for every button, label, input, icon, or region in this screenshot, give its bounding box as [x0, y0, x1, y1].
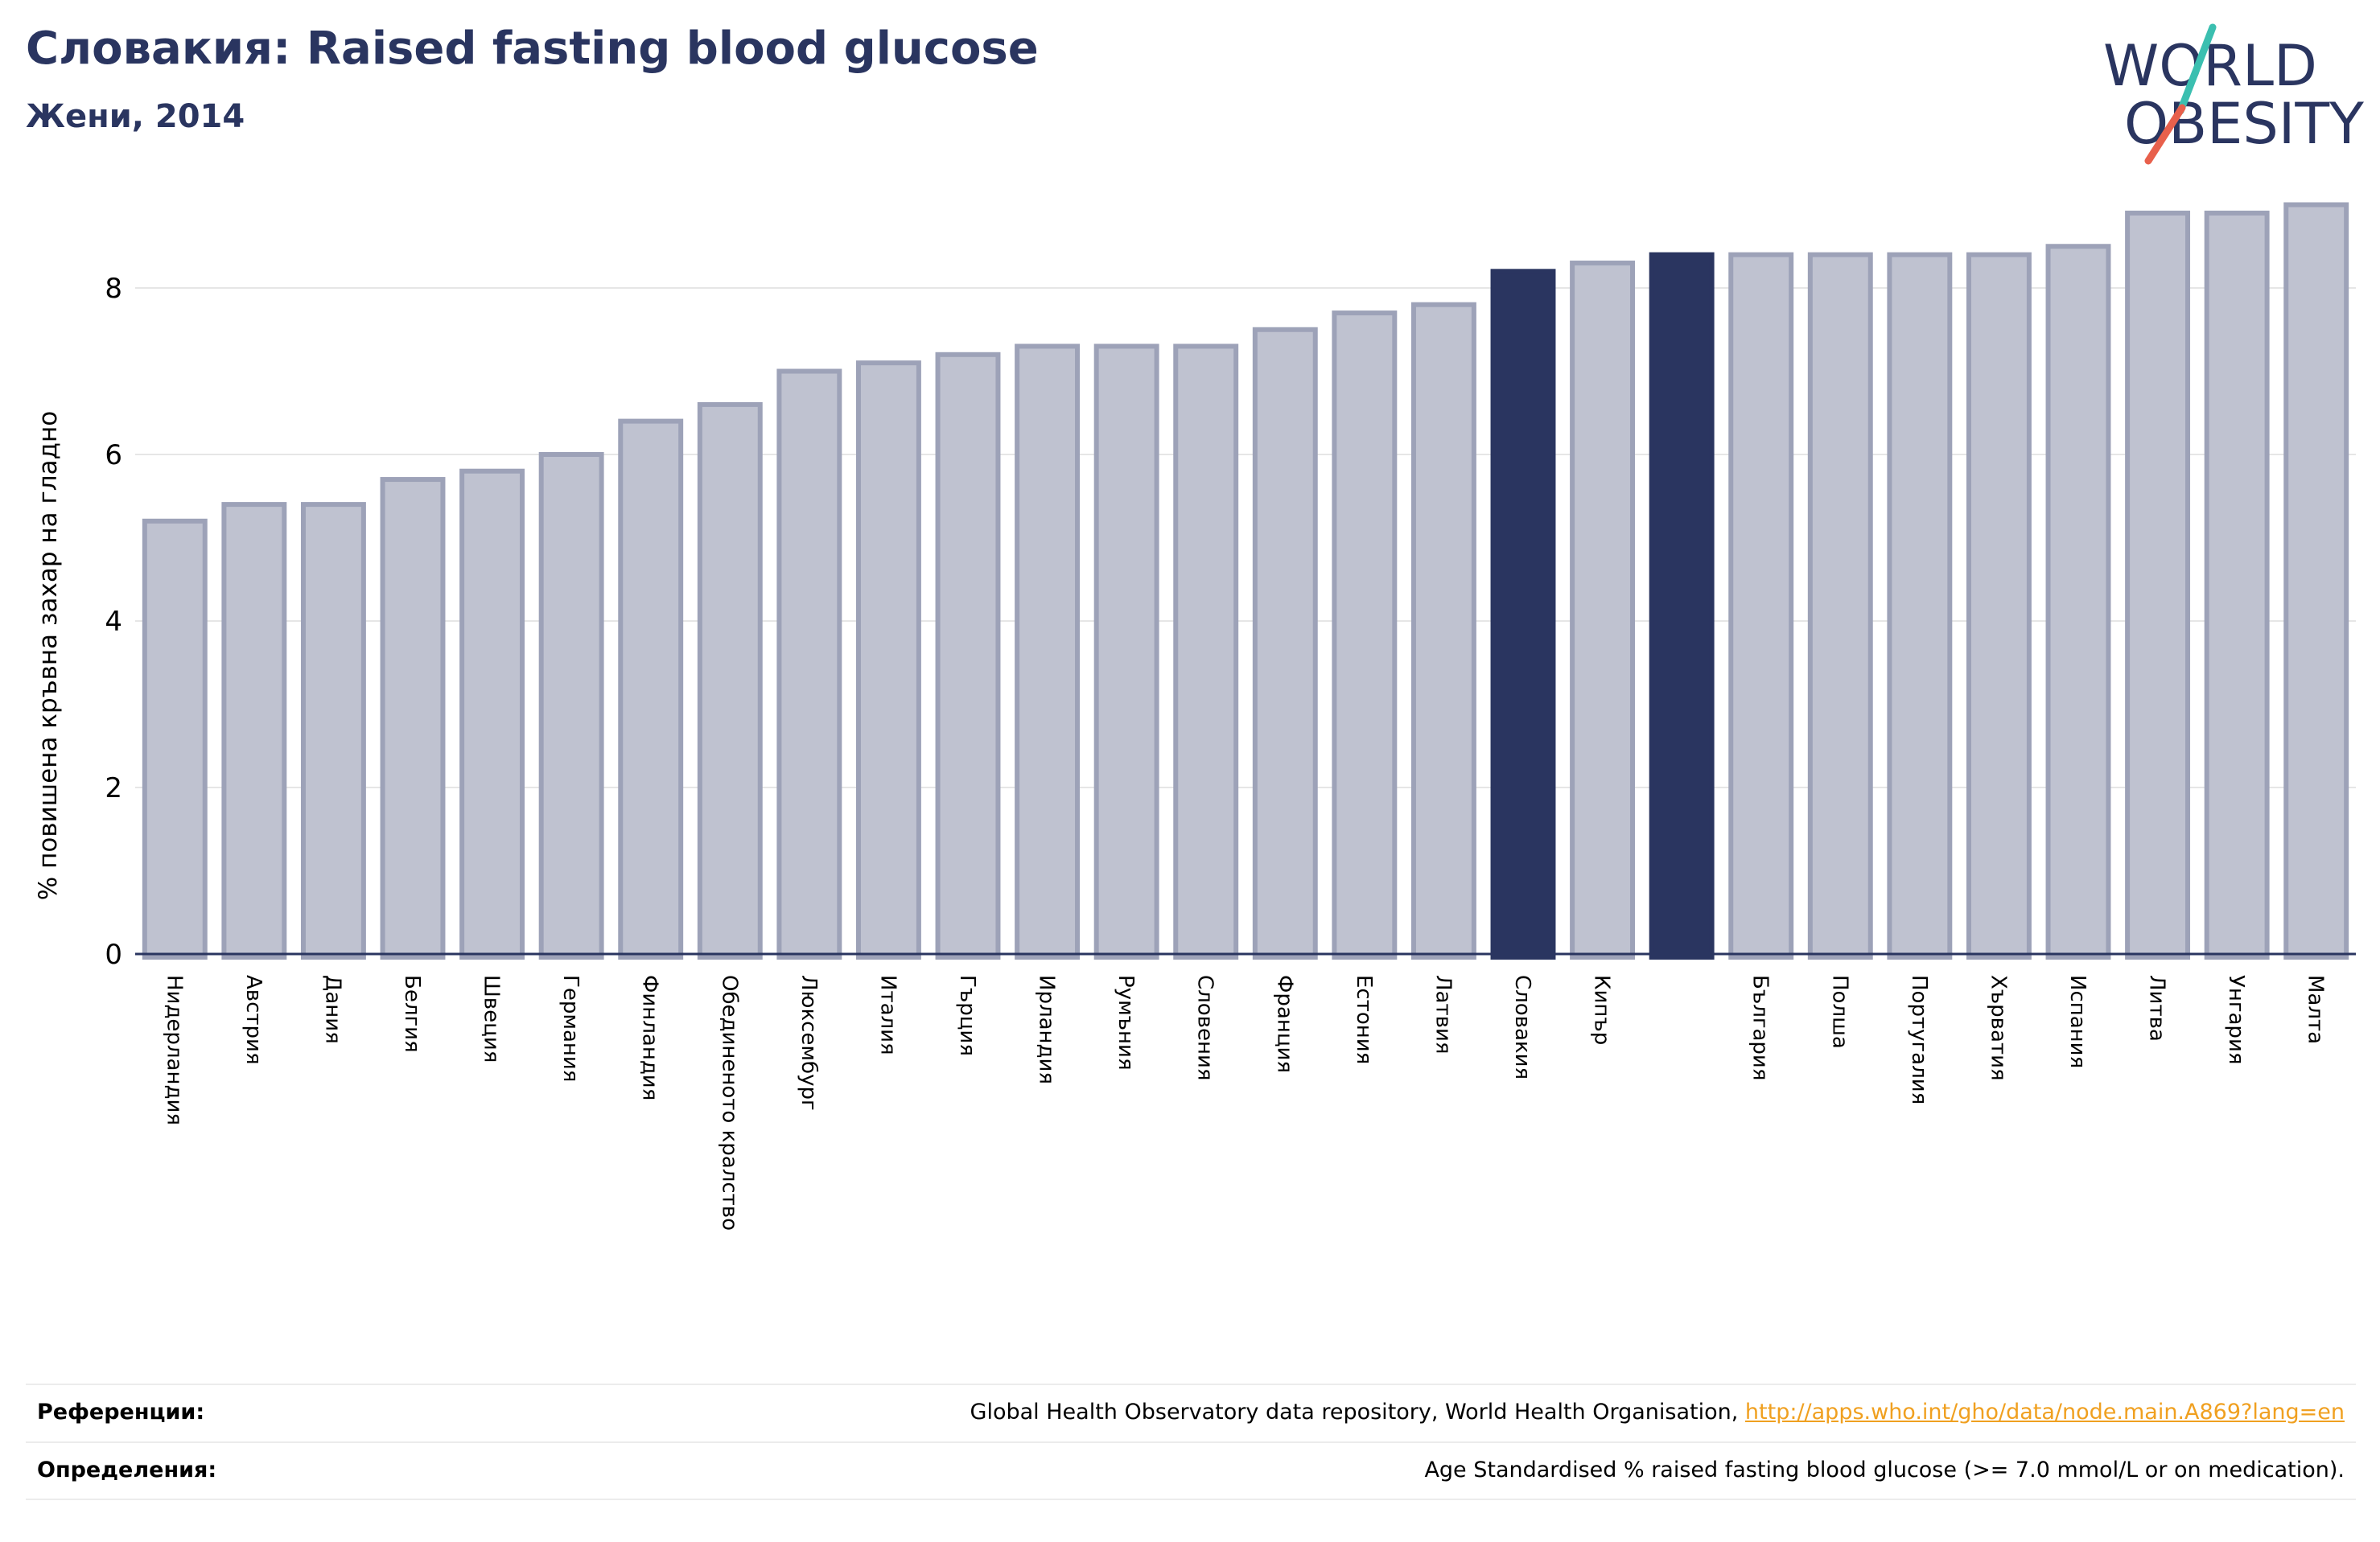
x-tick-label: Швеция: [480, 975, 504, 1063]
bar-Хърватия: [1966, 252, 2032, 960]
x-tick-label: Ирландия: [1035, 975, 1059, 1084]
bar-Румъния: [1093, 343, 1159, 960]
x-tick-label: Полша: [1827, 975, 1851, 1049]
x-tick-label: Италия: [875, 975, 900, 1055]
x-tick-label: Португалия: [1907, 975, 1931, 1104]
bar-Италия: [855, 360, 921, 960]
bar-Малта: [2283, 202, 2349, 960]
y-tick-label: 6: [105, 439, 122, 471]
references-label: Референции:: [37, 1400, 205, 1425]
bars: [142, 202, 2349, 960]
x-tick-label: Литва: [2145, 975, 2169, 1042]
x-tick-label: Обединеното кралство: [717, 975, 741, 1231]
bar-Португалия: [1887, 252, 1953, 960]
chart-title: Словакия: Raised fasting blood glucose: [26, 23, 1039, 75]
bar-Обединеното кралство: [697, 401, 763, 960]
y-tick-label: 2: [105, 772, 122, 804]
x-tick-label: Унгария: [2224, 975, 2248, 1064]
bar-Гърция: [935, 352, 1001, 960]
footer-divider: [26, 1499, 2356, 1500]
logo-line-1: WORLD: [2103, 33, 2317, 99]
bar-Германия: [538, 452, 604, 960]
bar-chart: 0 2 4 6 8 Нидерландия Австрия Дания Белгия Швеци…: [34, 202, 2356, 1231]
x-tick-label: Австрия: [241, 975, 266, 1065]
definitions-label: Определения:: [37, 1458, 217, 1482]
references-link[interactable]: http://apps.who.int/gho/data/node.main.A…: [1744, 1400, 2345, 1425]
y-axis-label: % повишена кръвна захар на гладно: [34, 411, 63, 900]
y-tick-label: 0: [105, 939, 122, 971]
logo-slash-red: [2144, 104, 2186, 165]
x-tick-label: България: [1748, 975, 1773, 1080]
x-tick-label: Словакия: [1510, 975, 1534, 1079]
bar-Полша: [1807, 252, 1873, 960]
x-tick-label: Малта: [2304, 975, 2328, 1044]
bar-Словакия: [1490, 269, 1556, 960]
x-tick-label: Испания: [2065, 975, 2090, 1068]
definitions-text: Age Standardised % raised fasting blood …: [1424, 1458, 2345, 1482]
bar-Австрия: [221, 502, 287, 960]
y-tick-labels: 0 2 4 6 8: [105, 273, 122, 971]
bar-Кипър: [1570, 260, 1636, 960]
bar-Швеция: [459, 468, 525, 960]
world-obesity-logo: WORLD OBESITY: [2103, 23, 2364, 165]
x-tick-label: Дания: [320, 975, 344, 1044]
bar-Латвия: [1410, 302, 1476, 960]
y-tick-label: 8: [105, 273, 122, 305]
bar-Литва: [2125, 210, 2191, 960]
x-tick-label: Люксембург: [797, 975, 821, 1111]
chart-subtitle: Жени, 2014: [26, 98, 245, 135]
bar-Франция: [1252, 327, 1318, 960]
bar-Финландия: [618, 418, 684, 960]
references-value: Global Health Observatory data repositor…: [970, 1400, 2345, 1425]
x-tick-label: Естония: [1352, 975, 1376, 1064]
x-tick-label: Германия: [558, 975, 583, 1082]
bar-Естония: [1332, 310, 1398, 960]
bar-Испания: [2045, 244, 2111, 960]
x-tick-label: Кипър: [1590, 975, 1614, 1045]
bar-item-19: [1649, 252, 1715, 960]
definitions-row: Определения: Age Standardised % raised f…: [26, 1441, 2356, 1499]
references-row: Референции: Global Health Observatory da…: [26, 1384, 2356, 1441]
bar-Унгария: [2204, 210, 2270, 960]
bar-Дания: [300, 502, 366, 960]
x-tick-label: Белгия: [400, 975, 424, 1053]
x-tick-label: Финландия: [638, 975, 662, 1100]
x-tick-label: Латвия: [1431, 975, 1455, 1055]
x-tick-labels: Нидерландия Австрия Дания Белгия Швеция Герма…: [162, 975, 2327, 1231]
x-tick-label: Румъния: [1114, 975, 1138, 1071]
x-tick-label: Хърватия: [1986, 975, 2010, 1081]
bar-България: [1728, 252, 1794, 960]
references-text: Global Health Observatory data repositor…: [970, 1400, 1745, 1425]
x-tick-label: Словения: [1193, 975, 1217, 1081]
x-tick-label: Нидерландия: [162, 975, 186, 1125]
bar-Люксембург: [776, 368, 842, 960]
bar-Белгия: [380, 477, 446, 960]
bar-Словения: [1173, 343, 1239, 960]
y-tick-label: 4: [105, 606, 122, 638]
logo-line-2: OBESITY: [2124, 91, 2364, 157]
bar-Ирландия: [1015, 343, 1081, 960]
x-tick-label: Франция: [1272, 975, 1296, 1073]
logo-slash-teal: [2176, 23, 2217, 115]
bar-Нидерландия: [142, 518, 208, 960]
x-tick-label: Гърция: [955, 975, 979, 1056]
